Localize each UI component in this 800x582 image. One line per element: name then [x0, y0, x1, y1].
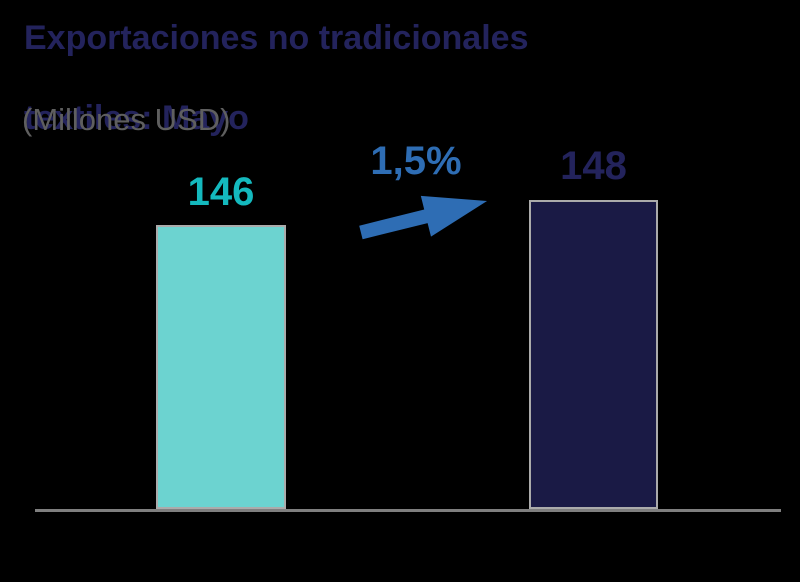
bar-value-label-148: 148: [560, 144, 627, 188]
x-axis-baseline: [35, 509, 781, 512]
chart-title-line2: textiles: Mayo: [24, 99, 249, 137]
bar-right-navy: [529, 200, 658, 509]
chart-subtitle-units: (Millones USD): [22, 102, 231, 137]
growth-arrow-icon: [351, 186, 496, 248]
chart-title: Exportaciones no tradicionales textiles:…: [24, 18, 724, 138]
bar-left-teal: [156, 225, 286, 509]
bar-value-label-146: 146: [187, 170, 255, 214]
chart-title-line1: Exportaciones no tradicionales: [24, 19, 529, 57]
percent-change-label: 1,5%: [370, 139, 462, 183]
